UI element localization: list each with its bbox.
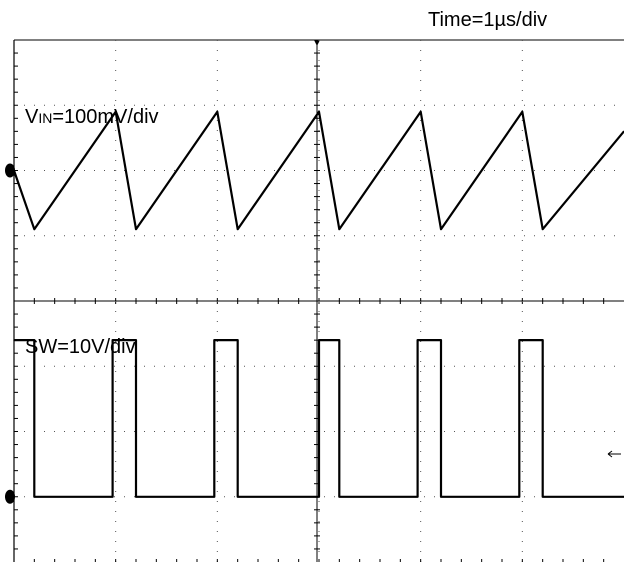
sw-channel-label: SW=10V/div	[25, 336, 136, 358]
vin-data-point	[318, 111, 320, 113]
sw-data-point	[112, 496, 114, 498]
sw-data-point	[542, 339, 544, 341]
vin-data-point	[135, 228, 137, 230]
sw-data-point	[542, 496, 544, 498]
vin-data-point	[33, 228, 35, 230]
sw-data-point	[135, 339, 137, 341]
vin-data-point	[115, 111, 117, 113]
vin-data-point	[237, 228, 239, 230]
trigger-position-marker	[314, 40, 320, 46]
vin-data-point	[440, 228, 442, 230]
markers-layer	[5, 163, 621, 504]
time-scale-label: Time=1µs/div	[428, 9, 547, 31]
sw-data-point	[237, 496, 239, 498]
sw-data-point	[213, 496, 215, 498]
vin-data-point	[542, 228, 544, 230]
sw-data-point	[440, 496, 442, 498]
sw-node-trace	[14, 339, 624, 498]
sw-data-point	[417, 496, 419, 498]
vin-channel-label: VIN=100mV/div	[25, 106, 159, 128]
trigger-level-arrow	[607, 450, 621, 458]
sw-data-point	[33, 339, 35, 341]
sw-data-point	[213, 339, 215, 341]
vin-data-point	[521, 111, 523, 113]
grid-top-channel	[14, 40, 624, 304]
vin-data-point	[420, 111, 422, 113]
sw-data-point	[338, 339, 340, 341]
sw-data-point	[33, 496, 35, 498]
sw-data-point	[417, 339, 419, 341]
sw-data-point	[518, 496, 520, 498]
sw-data-point	[112, 339, 114, 341]
vin-label-main: V	[25, 106, 39, 128]
sw-data-point	[237, 339, 239, 341]
sw-ground-marker	[5, 489, 15, 504]
sw-data-point	[135, 496, 137, 498]
vin-data-point	[338, 228, 340, 230]
sw-data-point	[440, 339, 442, 341]
sw-data-point	[518, 339, 520, 341]
sw-data-point	[318, 339, 320, 341]
sw-data-point	[13, 339, 15, 341]
vin-label-rest: =100mV/div	[52, 106, 158, 128]
sw-data-point	[338, 496, 340, 498]
sw-data-point	[318, 496, 320, 498]
vin-data-point	[216, 111, 218, 113]
traces-layer	[12, 110, 624, 498]
vin-ground-marker	[5, 163, 15, 178]
vin-label-subscript: IN	[38, 110, 52, 126]
